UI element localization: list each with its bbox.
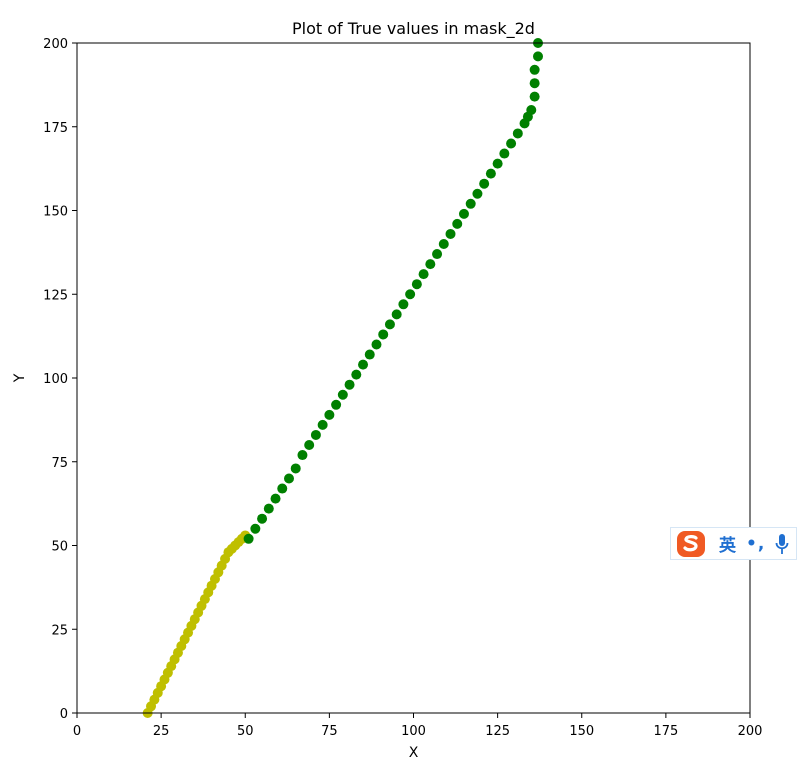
x-tick-label: 100 xyxy=(401,724,426,739)
data-point xyxy=(337,389,348,400)
ime-toolbar[interactable]: 英 •, xyxy=(670,527,797,560)
data-point xyxy=(506,138,517,149)
x-tick-label: 50 xyxy=(237,724,254,739)
data-point xyxy=(290,463,301,474)
data-point xyxy=(479,178,490,189)
data-point xyxy=(472,188,483,199)
x-axis: 0 25 50 75 100 125 150 175 200 xyxy=(73,713,763,739)
data-point xyxy=(405,289,416,300)
data-point xyxy=(418,269,429,280)
data-point xyxy=(492,158,503,169)
data-point xyxy=(283,473,294,484)
plot-area xyxy=(142,38,544,718)
y-tick-label: 150 xyxy=(43,205,68,220)
data-point xyxy=(250,523,261,534)
data-point xyxy=(371,339,382,350)
data-point xyxy=(529,64,540,75)
y-tick-label: 125 xyxy=(43,288,68,303)
data-point xyxy=(425,259,436,270)
data-point xyxy=(526,105,537,115)
x-axis-label: X xyxy=(409,745,419,761)
data-point xyxy=(529,91,540,102)
x-tick-label: 25 xyxy=(153,724,170,739)
data-point xyxy=(257,513,268,524)
data-point xyxy=(270,493,281,504)
sogou-logo-icon[interactable] xyxy=(675,528,707,560)
y-tick-label: 50 xyxy=(51,540,68,555)
data-point xyxy=(277,483,288,494)
data-point xyxy=(364,349,375,360)
data-point xyxy=(411,279,422,290)
x-tick-label: 200 xyxy=(738,724,763,739)
data-point xyxy=(445,228,456,239)
y-tick-label: 100 xyxy=(43,372,68,387)
data-point xyxy=(533,51,544,62)
data-point xyxy=(297,450,308,461)
y-tick-label: 25 xyxy=(51,623,68,638)
x-tick-label: 75 xyxy=(321,724,338,739)
data-point xyxy=(485,168,496,179)
x-tick-label: 175 xyxy=(653,724,678,739)
microphone-icon[interactable] xyxy=(775,533,791,555)
ime-punctuation-toggle[interactable]: •, xyxy=(746,533,766,554)
data-point xyxy=(243,533,254,544)
data-point xyxy=(358,359,369,370)
data-point xyxy=(432,249,443,260)
data-point xyxy=(384,319,395,330)
data-point xyxy=(438,239,449,249)
data-point xyxy=(310,429,321,440)
y-tick-label: 0 xyxy=(60,707,68,722)
data-point xyxy=(324,409,335,420)
data-point xyxy=(378,329,389,340)
data-point xyxy=(465,198,476,209)
data-point xyxy=(499,148,510,159)
data-point xyxy=(304,440,315,450)
ime-language-toggle[interactable]: 英 xyxy=(719,536,736,556)
y-axis-label: Y xyxy=(12,373,28,383)
data-point xyxy=(512,128,523,139)
data-point xyxy=(452,218,463,229)
data-point xyxy=(529,78,540,89)
x-tick-label: 150 xyxy=(569,724,594,739)
data-point xyxy=(263,503,274,514)
x-tick-label: 125 xyxy=(485,724,510,739)
y-tick-label: 175 xyxy=(43,121,68,136)
y-tick-label: 75 xyxy=(51,456,68,471)
data-point xyxy=(344,379,355,390)
data-point xyxy=(317,419,328,430)
chart-title: Plot of True values in mask_2d xyxy=(292,19,535,39)
data-point xyxy=(458,208,469,219)
data-point xyxy=(391,309,402,320)
data-point xyxy=(398,299,409,310)
data-point xyxy=(351,369,362,380)
y-tick-label: 200 xyxy=(43,37,68,52)
x-tick-label: 0 xyxy=(73,724,81,739)
data-point xyxy=(331,399,342,410)
y-axis: 0 25 50 75 100 125 150 175 200 xyxy=(43,37,77,722)
